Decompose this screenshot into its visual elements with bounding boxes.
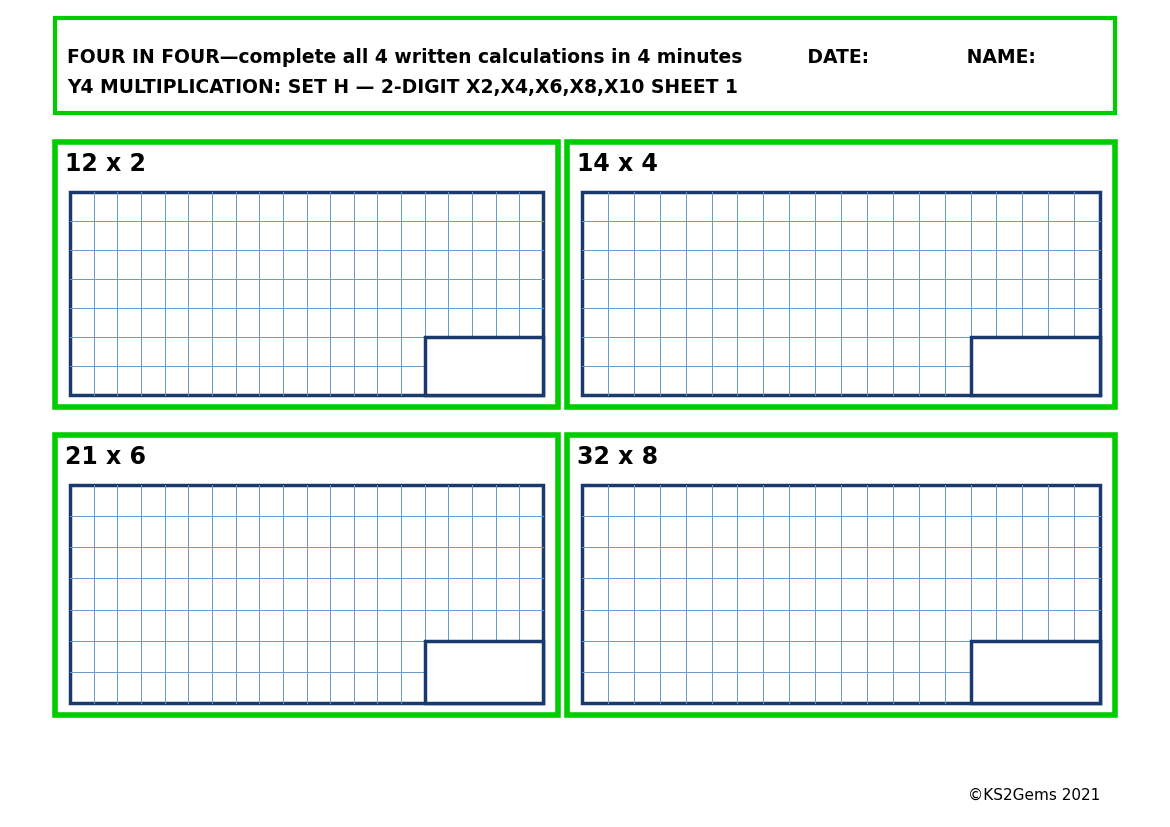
Text: 21 x 6: 21 x 6 [66, 445, 146, 469]
Text: Y4 MULTIPLICATION: SET H — 2-DIGIT X2,X4,X6,X8,X10 SHEET 1: Y4 MULTIPLICATION: SET H — 2-DIGIT X2,X4… [67, 78, 738, 97]
Bar [567, 142, 1115, 407]
Bar [970, 337, 1100, 395]
Text: ©KS2Gems 2021: ©KS2Gems 2021 [968, 787, 1100, 802]
Bar [581, 485, 1100, 703]
Bar [970, 641, 1100, 703]
Bar [567, 435, 1115, 715]
Bar [581, 192, 1100, 395]
Text: FOUR IN FOUR—complete all 4 written calculations in 4 minutes          DATE:    : FOUR IN FOUR—complete all 4 written calc… [67, 48, 1035, 67]
Bar [55, 18, 1115, 113]
Bar [55, 435, 558, 715]
Bar [70, 192, 543, 395]
Bar [55, 142, 558, 407]
Text: 12 x 2: 12 x 2 [66, 152, 146, 176]
Bar [425, 337, 543, 395]
Text: 14 x 4: 14 x 4 [577, 152, 658, 176]
Text: 32 x 8: 32 x 8 [577, 445, 658, 469]
Bar [70, 485, 543, 703]
Bar [425, 641, 543, 703]
